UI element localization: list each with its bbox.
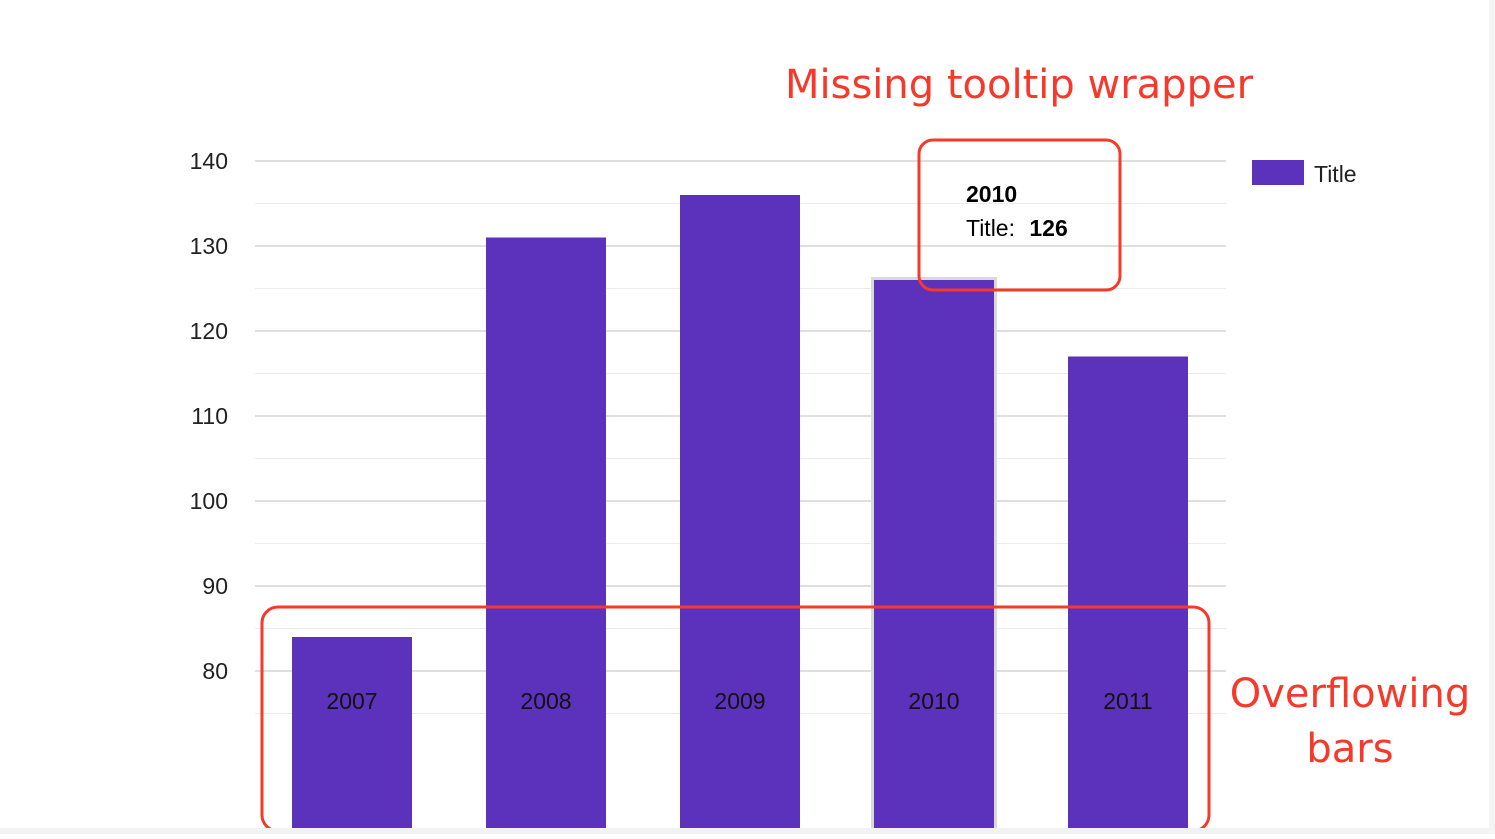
page-bottom-edge xyxy=(0,828,1495,834)
overflow-annotation-label-line1: Overflowing xyxy=(1230,671,1470,717)
x-tick-label: 2009 xyxy=(714,688,765,714)
y-tick-label: 100 xyxy=(190,488,228,514)
overflow-annotation-label-line2: bars xyxy=(1306,726,1393,772)
y-tick-label: 110 xyxy=(191,403,228,429)
x-tick-label: 2010 xyxy=(908,688,959,714)
tooltip-category: 2010 xyxy=(966,181,1017,207)
tooltip-value: 126 xyxy=(1029,215,1067,241)
tooltip-annotation-label: Missing tooltip wrapper xyxy=(785,62,1254,108)
y-tick-label: 140 xyxy=(190,148,228,174)
page-right-edge xyxy=(1489,0,1495,834)
y-tick-label: 90 xyxy=(202,573,228,599)
y-axis-ticks: 80 90 100 110 120 130 140 xyxy=(190,148,228,684)
x-tick-label: 2008 xyxy=(520,688,571,714)
legend: Title xyxy=(1252,160,1357,187)
bar xyxy=(874,280,994,834)
x-tick-label: 2007 xyxy=(326,688,377,714)
y-tick-label: 120 xyxy=(190,318,228,344)
tooltip: 2010 Title: 126 xyxy=(966,181,1068,241)
y-tick-label: 130 xyxy=(190,233,228,259)
x-tick-label: 2011 xyxy=(1103,688,1152,714)
bar xyxy=(680,195,800,834)
bars xyxy=(292,195,1188,834)
annotations: Missing tooltip wrapper Overflowing bars xyxy=(260,62,1470,833)
x-axis-labels: 2007 2008 2009 2010 2011 xyxy=(326,688,1152,714)
legend-label: Title xyxy=(1314,161,1357,187)
y-tick-label: 80 xyxy=(202,658,228,684)
bar xyxy=(292,637,412,834)
tooltip-highlight-box xyxy=(917,138,1122,292)
bar xyxy=(1068,356,1188,834)
legend-swatch xyxy=(1252,160,1304,185)
bar xyxy=(486,237,606,834)
tooltip-value-line: Title: 126 xyxy=(966,215,1068,241)
tooltip-series-label: Title: xyxy=(966,215,1015,241)
